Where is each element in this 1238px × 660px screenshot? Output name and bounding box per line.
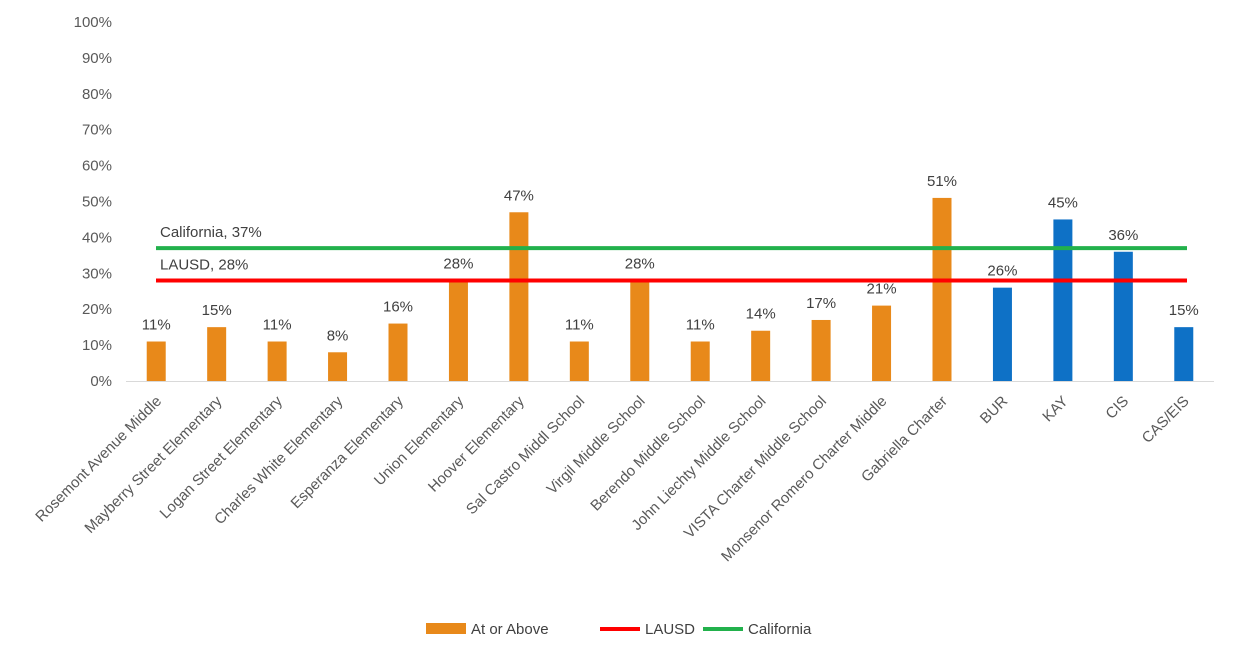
bar-series bbox=[146, 197, 1194, 381]
category-label: Sal Castro Middl School bbox=[463, 393, 588, 518]
category-label: KAY bbox=[1039, 393, 1071, 425]
y-tick-label: 100% bbox=[74, 14, 112, 31]
bar bbox=[388, 323, 408, 381]
reference-line-label: LAUSD, 28% bbox=[160, 256, 248, 273]
data-label: 28% bbox=[443, 255, 473, 272]
y-tick-label: 20% bbox=[82, 301, 112, 318]
data-label: 11% bbox=[565, 317, 594, 334]
legend-label: At or Above bbox=[471, 621, 549, 638]
bar bbox=[992, 287, 1012, 381]
bar bbox=[207, 327, 227, 381]
data-label: 28% bbox=[625, 255, 655, 272]
data-label: 8% bbox=[327, 327, 349, 344]
data-label: 36% bbox=[1108, 227, 1138, 244]
bar bbox=[569, 341, 589, 381]
y-tick-label: 40% bbox=[82, 229, 112, 246]
data-label: 17% bbox=[806, 295, 836, 312]
category-label: Esperanza Elementary bbox=[288, 392, 408, 512]
legend: At or Above LAUSD California bbox=[426, 621, 812, 638]
bar bbox=[509, 212, 529, 381]
category-label: CAS/EIS bbox=[1139, 393, 1193, 447]
y-tick-label: 60% bbox=[82, 158, 112, 175]
bar bbox=[1053, 219, 1073, 381]
y-tick-label: 70% bbox=[82, 122, 112, 139]
bar bbox=[690, 341, 710, 381]
category-label: CIS bbox=[1102, 393, 1132, 423]
data-label: 45% bbox=[1048, 194, 1078, 211]
y-axis: 0% 10% 20% 30% 40% 50% 60% 70% 80% 90% 100% bbox=[74, 14, 112, 390]
data-label: 11% bbox=[142, 317, 171, 334]
category-label: BUR bbox=[977, 393, 1012, 428]
bar bbox=[872, 305, 892, 381]
legend-label: LAUSD bbox=[645, 621, 695, 638]
bar bbox=[267, 341, 287, 381]
data-label: 16% bbox=[383, 299, 413, 316]
data-label: 15% bbox=[1169, 302, 1199, 319]
y-tick-label: 0% bbox=[90, 373, 112, 390]
bar bbox=[146, 341, 166, 381]
bar bbox=[1113, 251, 1133, 381]
data-label: 47% bbox=[504, 187, 534, 204]
bar bbox=[328, 352, 348, 381]
data-labels: 11% 15% 11% 8% 16% 28% 47% 11% 28% 11% 14% 17% 21% 51… bbox=[142, 173, 1199, 344]
data-label: 51% bbox=[927, 173, 957, 190]
reference-lines: LAUSD, 28% California, 37% bbox=[156, 224, 1187, 283]
bar bbox=[630, 280, 650, 381]
reference-line-label: California, 37% bbox=[160, 224, 262, 241]
bar bbox=[811, 319, 831, 381]
data-label: 15% bbox=[202, 302, 232, 319]
data-label: 26% bbox=[987, 263, 1017, 280]
data-label: 21% bbox=[867, 281, 897, 298]
y-tick-label: 80% bbox=[82, 86, 112, 103]
legend-label: California bbox=[748, 621, 812, 638]
bar bbox=[932, 197, 952, 381]
category-label: Logan Street Elementary bbox=[157, 392, 287, 522]
bar bbox=[751, 330, 771, 381]
y-tick-label: 30% bbox=[82, 265, 112, 282]
category-label: Rosemont Avenue Middle bbox=[32, 393, 165, 526]
y-tick-label: 10% bbox=[82, 337, 112, 354]
data-label: 11% bbox=[686, 317, 715, 334]
data-label: 11% bbox=[263, 317, 292, 334]
legend-swatch bbox=[426, 623, 466, 634]
data-label: 14% bbox=[746, 306, 776, 323]
category-label: Berendo Middle School bbox=[587, 393, 709, 515]
y-tick-label: 50% bbox=[82, 194, 112, 211]
y-tick-label: 90% bbox=[82, 50, 112, 67]
bar bbox=[448, 280, 468, 381]
bar bbox=[1174, 327, 1194, 381]
